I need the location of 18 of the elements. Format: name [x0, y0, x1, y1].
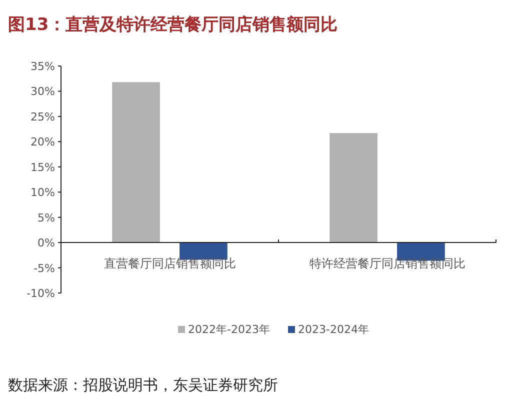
chart-title: 图13：直营及特许经营餐厅同店销售额同比 [8, 15, 338, 35]
y-tick-label: 5% [38, 211, 55, 224]
y-tick-label: 0% [38, 236, 55, 250]
legend-label: 2022年-2023年 [188, 323, 270, 336]
x-tick-label: 直营餐厅同店销售额同比 [104, 256, 236, 271]
bar [330, 133, 378, 243]
y-tick-label: 15% [30, 160, 55, 174]
y-tick-label: -10% [26, 287, 55, 300]
legend-label: 2023-2024年 [298, 323, 369, 336]
y-tick-label: 30% [30, 85, 55, 98]
x-tick-label: 特许经营餐厅同店销售额同比 [309, 256, 466, 271]
y-tick-label: 10% [30, 186, 55, 200]
y-tick-label: 35% [30, 60, 55, 73]
bar [112, 82, 160, 243]
source-note: 数据来源：招股说明书，东吴证券研究所 [8, 376, 278, 394]
y-tick-label: 25% [30, 110, 55, 124]
y-tick-label: 20% [30, 136, 55, 149]
y-tick-label: -5% [34, 262, 55, 275]
